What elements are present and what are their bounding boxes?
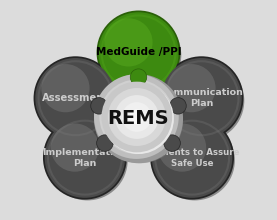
Circle shape bbox=[98, 12, 179, 93]
Circle shape bbox=[97, 135, 113, 151]
Circle shape bbox=[158, 123, 206, 172]
Circle shape bbox=[91, 98, 107, 114]
Circle shape bbox=[38, 61, 118, 141]
Circle shape bbox=[41, 64, 89, 112]
Circle shape bbox=[94, 74, 183, 163]
Circle shape bbox=[97, 11, 180, 94]
Circle shape bbox=[99, 80, 174, 154]
Text: MedGuide /PPI: MedGuide /PPI bbox=[96, 48, 181, 57]
Circle shape bbox=[130, 69, 147, 85]
Circle shape bbox=[123, 103, 153, 133]
Circle shape bbox=[129, 109, 145, 125]
Circle shape bbox=[152, 117, 232, 198]
Circle shape bbox=[34, 56, 117, 140]
Circle shape bbox=[106, 87, 168, 148]
Circle shape bbox=[104, 18, 153, 66]
Circle shape bbox=[170, 98, 186, 114]
Circle shape bbox=[47, 120, 128, 200]
Circle shape bbox=[101, 15, 181, 95]
Circle shape bbox=[51, 123, 99, 172]
Circle shape bbox=[45, 117, 125, 198]
Circle shape bbox=[94, 74, 179, 159]
Circle shape bbox=[101, 82, 172, 152]
Circle shape bbox=[43, 116, 127, 200]
Circle shape bbox=[114, 94, 161, 141]
Text: Communication
Plan: Communication Plan bbox=[160, 88, 243, 108]
Circle shape bbox=[35, 58, 116, 138]
Text: Elements to Assure
Safe Use: Elements to Assure Safe Use bbox=[145, 148, 239, 168]
Text: REMS: REMS bbox=[108, 109, 169, 128]
Circle shape bbox=[164, 135, 180, 151]
Circle shape bbox=[161, 58, 242, 138]
Circle shape bbox=[115, 95, 159, 139]
Text: Implementation
Plan: Implementation Plan bbox=[43, 148, 127, 168]
Circle shape bbox=[164, 61, 244, 141]
Text: Assessment: Assessment bbox=[42, 93, 109, 103]
Circle shape bbox=[150, 116, 234, 200]
Circle shape bbox=[160, 56, 243, 140]
Circle shape bbox=[108, 88, 166, 146]
Circle shape bbox=[167, 64, 216, 112]
Circle shape bbox=[122, 102, 152, 132]
Circle shape bbox=[155, 120, 235, 200]
Circle shape bbox=[98, 79, 183, 163]
Circle shape bbox=[103, 83, 174, 154]
